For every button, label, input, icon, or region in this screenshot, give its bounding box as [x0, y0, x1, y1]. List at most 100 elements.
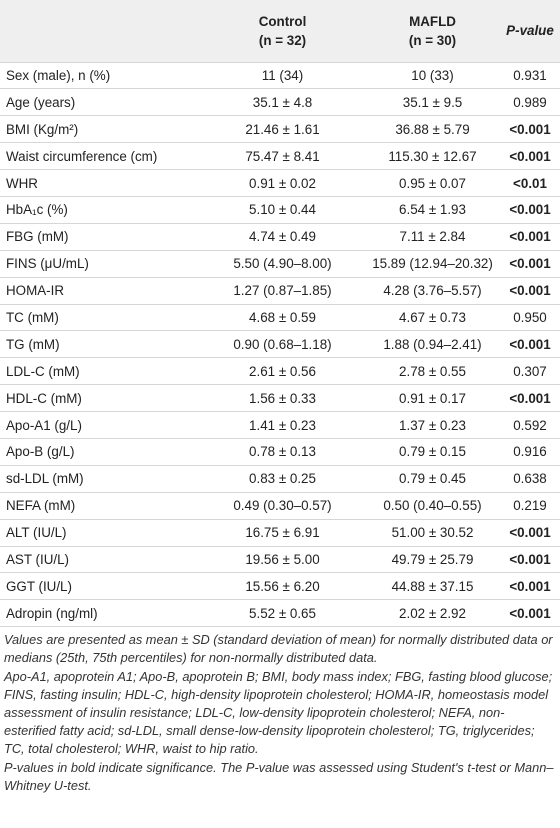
row-label: FBG (mM): [6, 229, 69, 245]
p-value: 0.916: [513, 444, 547, 460]
mafld-value: 4.67 ± 0.73: [399, 309, 466, 325]
p-value: <0.001: [509, 148, 551, 164]
p-value: <0.001: [509, 202, 551, 218]
control-value: 5.52 ± 0.65: [249, 605, 316, 621]
p-value: 0.989: [513, 94, 547, 110]
p-value: 0.638: [513, 471, 547, 487]
mafld-value: 44.88 ± 37.15: [391, 578, 474, 594]
control-value: 1.27 (0.87–1.85): [233, 283, 332, 299]
p-value: <0.001: [509, 283, 551, 299]
p-value: <0.001: [509, 229, 551, 245]
row-label: Apo-B (g/L): [6, 444, 75, 460]
mafld-value: 6.54 ± 1.93: [399, 202, 466, 218]
mafld-value: 115.30 ± 12.67: [388, 148, 477, 164]
mafld-value: 36.88 ± 5.79: [395, 121, 470, 137]
mafld-value: 2.78 ± 0.55: [399, 363, 466, 379]
row-label: LDL-C (mM): [6, 363, 80, 379]
mafld-value: 10 (33): [411, 67, 454, 83]
control-value: 2.61 ± 0.56: [249, 363, 316, 379]
control-value: 1.56 ± 0.33: [249, 390, 316, 406]
table-row: Apo-B (g/L) 0.78 ± 0.13 0.79 ± 0.15 0.916: [0, 438, 560, 465]
p-value: <0.001: [509, 551, 551, 567]
p-value: <0.001: [509, 390, 551, 406]
table-row: TC (mM) 4.68 ± 0.59 4.67 ± 0.73 0.950: [0, 304, 560, 331]
header-cell: P-value: [506, 23, 554, 39]
control-value: 35.1 ± 4.8: [252, 94, 313, 110]
header-text: Control: [258, 13, 307, 29]
table-row: LDL-C (mM) 2.61 ± 0.56 2.78 ± 0.55 0.307: [0, 357, 560, 385]
table-row: Sex (male), n (%) 11 (34) 10 (33) 0.931: [0, 62, 560, 89]
table-row: WHR 0.91 ± 0.02 0.95 ± 0.07 <0.01: [0, 169, 560, 197]
row-label: BMI (Kg/m²): [6, 121, 79, 137]
mafld-value: 0.79 ± 0.15: [399, 444, 466, 460]
table-row: TG (mM) 0.90 (0.68–1.18) 1.88 (0.94–2.41) <…: [0, 330, 560, 358]
table-row: HOMA-IR 1.27 (0.87–1.85) 4.28 (3.76–5.57) <…: [0, 277, 560, 304]
row-label: FINS (μU/mL): [6, 256, 89, 272]
control-value: 5.10 ± 0.44: [249, 202, 316, 218]
table-row: HbA₁c (%) 5.10 ± 0.44 6.54 ± 1.93 <0.001: [0, 196, 560, 223]
header-text: (n = 30): [408, 32, 457, 48]
mafld-value: 1.88 (0.94–2.41): [383, 336, 482, 352]
mafld-value: 51.00 ± 30.52: [391, 525, 474, 541]
row-label: WHR: [6, 175, 38, 191]
table-row: Apo-A1 (g/L) 1.41 ± 0.23 1.37 ± 0.23 0.592: [0, 411, 560, 439]
mafld-value: 2.02 ± 2.92: [399, 605, 466, 621]
footnote: Values are presented as mean ± SD (stand…: [4, 632, 553, 666]
row-label: Adropin (ng/ml): [6, 605, 98, 621]
row-label: HbA₁c (%): [6, 202, 68, 218]
mafld-value: 0.95 ± 0.07: [399, 175, 466, 191]
header-cell: Control (n = 32): [200, 0, 365, 62]
table-row: BMI (Kg/m²) 21.46 ± 1.61 36.88 ± 5.79 <0.00…: [0, 115, 560, 143]
p-value: 0.592: [513, 417, 547, 433]
table-row: ALT (IU/L) 16.75 ± 6.91 51.00 ± 30.52 <0.00…: [0, 519, 560, 546]
row-label: ALT (IU/L): [6, 525, 67, 541]
table-row: FBG (mM) 4.74 ± 0.49 7.11 ± 2.84 <0.001: [0, 223, 560, 250]
mafld-value: 0.50 (0.40–0.55): [383, 498, 482, 514]
mafld-value: 1.37 ± 0.23: [399, 417, 466, 433]
p-value: 0.307: [513, 363, 547, 379]
control-value: 0.49 (0.30–0.57): [233, 498, 332, 514]
header-text: (n = 32): [258, 32, 307, 48]
control-value: 19.56 ± 5.00: [245, 551, 320, 567]
footnote: P-values in bold indicate significance. …: [4, 759, 554, 793]
control-value: 1.41 ± 0.23: [249, 417, 316, 433]
control-value: 4.68 ± 0.59: [249, 309, 316, 325]
mafld-value: 0.91 ± 0.17: [399, 390, 466, 406]
row-label: AST (IU/L): [6, 551, 69, 567]
control-value: 75.47 ± 8.41: [245, 148, 320, 164]
table-row: FINS (μU/mL) 5.50 (4.90–8.00) 15.89 (12.94…: [0, 250, 560, 277]
table-row: Waist circumference (cm) 75.47 ± 8.41 115.…: [0, 142, 560, 170]
p-value: <0.001: [509, 605, 551, 621]
p-value: <0.001: [509, 121, 551, 137]
row-label: GGT (IU/L): [6, 578, 72, 594]
table-row: Age (years) 35.1 ± 4.8 35.1 ± 9.5 0.989: [0, 88, 560, 116]
row-label: sd-LDL (mM): [6, 471, 84, 487]
mafld-value: 0.79 ± 0.45: [399, 471, 466, 487]
mafld-value: 4.28 (3.76–5.57): [383, 283, 482, 299]
row-label: Apo-A1 (g/L): [6, 417, 82, 433]
mafld-value: 49.79 ± 25.79: [391, 551, 474, 567]
row-label: HOMA-IR: [6, 283, 65, 299]
footnotes: Values are presented as mean ± SD (stand…: [0, 627, 560, 795]
mafld-value: 35.1 ± 9.5: [402, 94, 463, 110]
table-row: AST (IU/L) 19.56 ± 5.00 49.79 ± 25.79 <0.00…: [0, 546, 560, 573]
control-value: 16.75 ± 6.91: [245, 525, 320, 541]
p-value: 0.931: [513, 67, 547, 83]
p-value: <0.001: [509, 525, 551, 541]
control-value: 0.78 ± 0.13: [249, 444, 316, 460]
p-value: <0.001: [509, 578, 551, 594]
p-value: 0.219: [513, 498, 547, 514]
row-label: TG (mM): [6, 336, 60, 352]
data-table: Control (n = 32) MAFLD (n = 30) P-value Se…: [0, 0, 560, 627]
row-label: Sex (male), n (%): [6, 67, 111, 83]
control-value: 0.83 ± 0.25: [249, 471, 316, 487]
mafld-value: 7.11 ± 2.84: [399, 229, 466, 245]
control-value: 4.74 ± 0.49: [249, 229, 316, 245]
p-value: <0.001: [509, 336, 551, 352]
table-row: HDL-C (mM) 1.56 ± 0.33 0.91 ± 0.17 <0.001: [0, 384, 560, 412]
header-row: Control (n = 32) MAFLD (n = 30) P-value: [0, 0, 560, 62]
table-body: Sex (male), n (%) 11 (34) 10 (33) 0.931 Age …: [0, 62, 560, 627]
control-value: 5.50 (4.90–8.00): [233, 256, 332, 272]
control-value: 21.46 ± 1.61: [245, 121, 320, 137]
p-value: <0.001: [509, 256, 551, 272]
